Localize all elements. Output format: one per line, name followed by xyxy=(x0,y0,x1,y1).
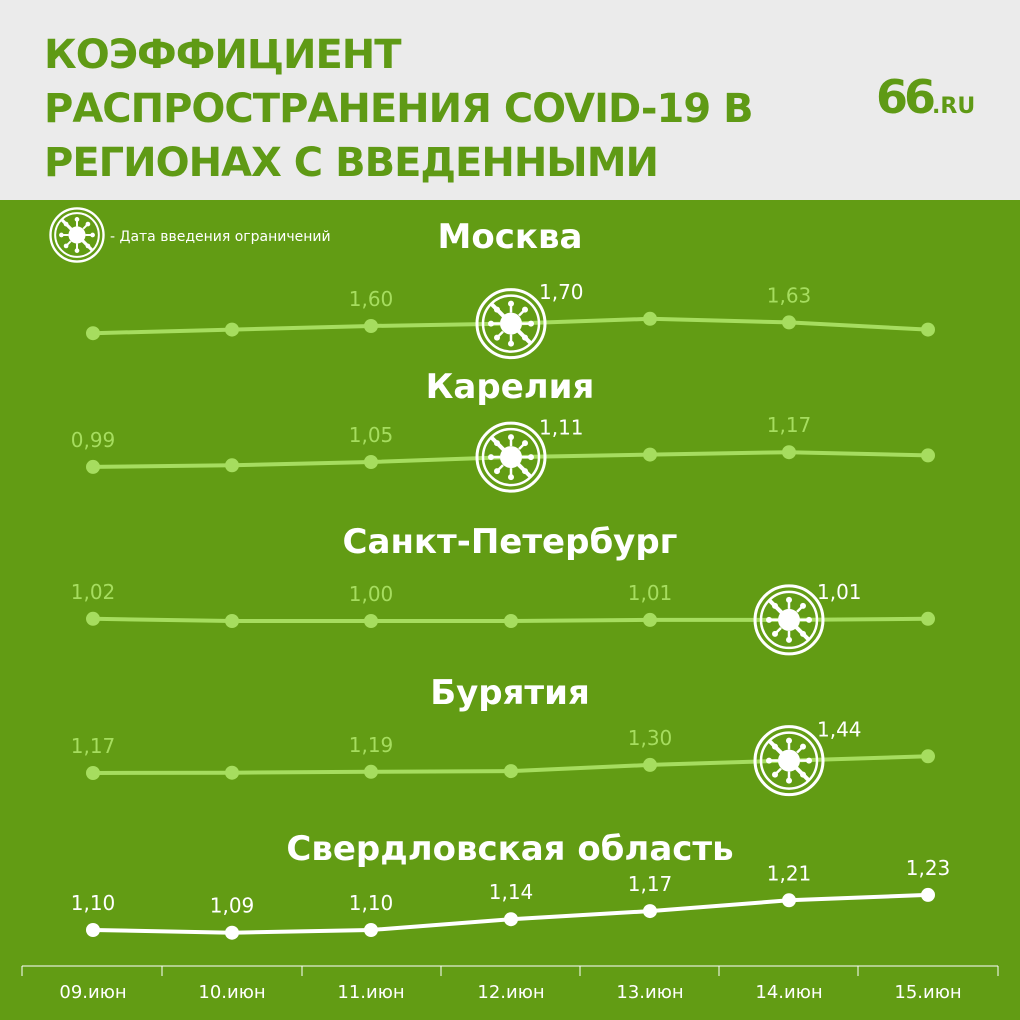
data-point xyxy=(86,326,100,341)
data-label: 1,11 xyxy=(539,416,584,440)
data-point xyxy=(921,322,935,337)
data-label: 1,10 xyxy=(71,891,116,915)
data-point xyxy=(364,764,378,779)
series-5: Свердловская область 1,10 1,09 1,10 1,14 1,17… xyxy=(71,829,951,940)
x-tick-label: 14.июн xyxy=(755,982,822,1003)
data-label: 1,05 xyxy=(349,423,394,447)
series-layer: Москва 1,60 1,70 1,63 Карелия 0,99 1,05 1,11 1,1… xyxy=(71,217,951,940)
data-point xyxy=(921,448,935,463)
series-title: Санкт-Петербург xyxy=(343,522,678,562)
crossed-virus-icon xyxy=(48,206,106,264)
data-label: 1,01 xyxy=(628,581,673,605)
data-point xyxy=(364,614,378,628)
data-label: 1,30 xyxy=(628,726,673,750)
data-label: 1,01 xyxy=(817,580,862,604)
x-tick-label: 11.июн xyxy=(337,982,404,1003)
x-tick-label: 15.июн xyxy=(894,982,961,1003)
data-point xyxy=(225,614,239,628)
series-title: Свердловская область xyxy=(286,829,733,869)
data-label: 0,99 xyxy=(71,428,116,452)
data-point xyxy=(364,319,378,333)
data-point xyxy=(225,925,239,940)
data-label: 1,10 xyxy=(349,891,394,915)
data-point xyxy=(643,757,657,772)
data-point xyxy=(643,904,657,919)
data-point xyxy=(782,445,796,460)
data-label: 1,17 xyxy=(71,734,116,758)
site-logo[interactable]: 66.RU xyxy=(876,70,975,124)
data-point xyxy=(643,612,657,627)
x-tick-label: 12.июн xyxy=(477,982,544,1003)
x-tick-label: 13.июн xyxy=(616,982,683,1003)
series-title: Бурятия xyxy=(430,673,590,713)
data-point xyxy=(643,311,657,326)
data-point xyxy=(782,315,796,330)
series-2: Карелия 0,99 1,05 1,11 1,17 xyxy=(71,367,935,494)
data-label: 1,17 xyxy=(628,872,673,896)
data-point xyxy=(921,611,935,626)
series-title: Карелия xyxy=(426,367,595,407)
data-point xyxy=(364,455,378,469)
data-point xyxy=(225,765,239,780)
data-point xyxy=(504,912,518,927)
data-label: 1,21 xyxy=(767,861,812,885)
x-tick-label: 09.июн xyxy=(59,982,126,1003)
data-point xyxy=(921,749,935,764)
data-point xyxy=(86,766,100,780)
series-1: Москва 1,60 1,70 1,63 xyxy=(86,217,935,360)
series-4: Бурятия 1,17 1,19 1,30 1,44 xyxy=(71,673,935,797)
data-label: 1,09 xyxy=(210,894,255,918)
data-point xyxy=(504,614,518,628)
data-point xyxy=(504,764,518,779)
data-label: 1,14 xyxy=(489,880,534,904)
data-label: 1,00 xyxy=(349,582,394,606)
data-label: 1,02 xyxy=(71,580,116,604)
legend-label: - Дата введения ограничений xyxy=(110,229,331,245)
logo-number: 66 xyxy=(876,70,936,124)
x-axis: 09.июн 10.июн 11.июн 12.июн 13.июн 14.июн 15.и… xyxy=(21,965,999,1003)
data-point xyxy=(225,458,239,473)
data-label: 1,44 xyxy=(817,717,862,741)
data-point xyxy=(921,887,935,902)
data-label: 1,63 xyxy=(767,283,812,307)
x-tick-label: 10.июн xyxy=(198,982,265,1003)
logo-suffix: .RU xyxy=(932,94,976,119)
data-point xyxy=(86,611,100,626)
data-point xyxy=(364,923,378,937)
data-point xyxy=(782,893,796,908)
data-label: 1,70 xyxy=(539,280,584,304)
data-label: 1,60 xyxy=(349,287,394,311)
chart-legend: - Дата введения ограничений xyxy=(48,206,331,264)
data-point xyxy=(86,923,100,937)
series-3: Санкт-Петербург 1,02 1,00 1,01 1,01 xyxy=(71,522,935,656)
data-label: 1,23 xyxy=(906,856,951,880)
data-point xyxy=(643,447,657,462)
data-point xyxy=(225,322,239,337)
data-label: 1,19 xyxy=(349,733,394,757)
data-point xyxy=(86,459,100,474)
data-label: 1,17 xyxy=(767,413,812,437)
series-title: Москва xyxy=(438,217,583,257)
